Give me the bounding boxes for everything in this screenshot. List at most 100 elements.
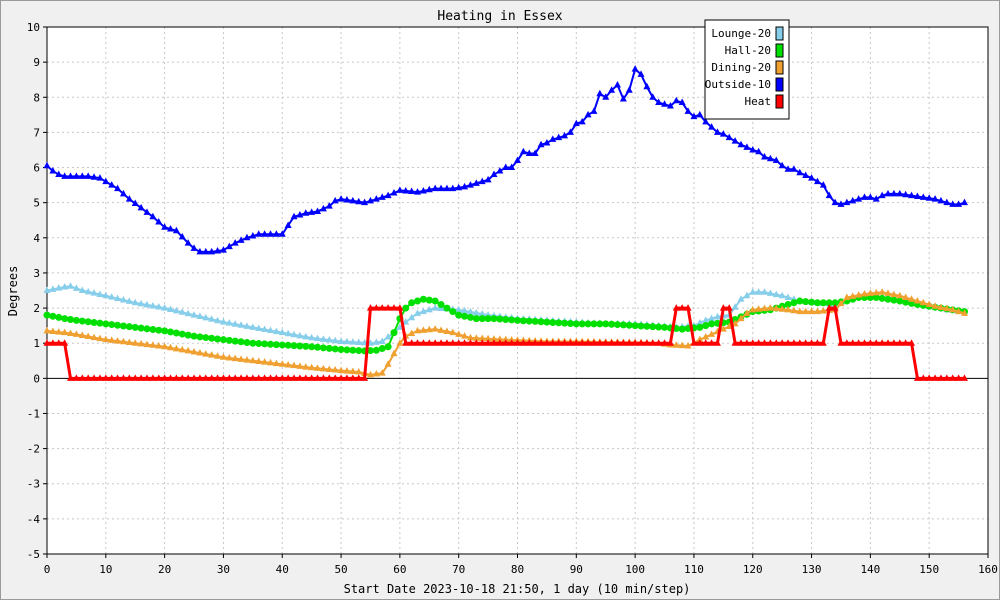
data-point <box>455 339 463 346</box>
data-point <box>466 333 474 341</box>
data-point <box>178 330 186 338</box>
data-point <box>613 339 621 346</box>
data-point <box>78 317 86 325</box>
data-point <box>243 356 251 363</box>
data-point <box>261 358 269 365</box>
data-point <box>913 297 921 304</box>
x-tick-label: 140 <box>860 563 880 576</box>
data-point <box>96 374 104 381</box>
data-point <box>860 290 868 297</box>
data-point <box>390 189 398 196</box>
data-point <box>719 325 727 332</box>
data-point <box>284 329 292 337</box>
data-point <box>431 304 439 311</box>
legend-box <box>704 19 790 120</box>
data-point <box>960 198 968 206</box>
data-point <box>519 339 527 346</box>
data-point <box>331 345 339 353</box>
legend-label: Dining-20 <box>711 61 771 74</box>
data-point <box>167 225 175 232</box>
data-point <box>243 233 251 241</box>
data-point <box>172 226 180 234</box>
data-point <box>825 191 833 199</box>
data-point <box>414 309 422 316</box>
data-point <box>149 374 157 381</box>
data-point <box>102 291 110 299</box>
data-point <box>161 374 169 381</box>
data-point <box>631 322 639 330</box>
data-point <box>631 339 639 346</box>
data-point <box>902 339 910 346</box>
data-point <box>678 341 686 349</box>
data-point <box>408 187 416 195</box>
data-point <box>161 342 169 350</box>
data-point <box>684 107 692 114</box>
data-point <box>355 374 363 381</box>
data-point <box>355 197 363 205</box>
data-point <box>143 374 151 381</box>
data-point <box>408 313 416 321</box>
data-point <box>825 304 833 311</box>
data-point <box>319 374 327 381</box>
data-point <box>960 309 968 316</box>
data-point <box>766 304 774 311</box>
data-point <box>496 315 504 323</box>
data-point <box>214 374 222 381</box>
data-point <box>261 325 269 332</box>
data-point <box>584 110 592 118</box>
data-point <box>955 307 963 315</box>
data-point <box>813 299 821 307</box>
data-point <box>484 334 492 342</box>
data-point <box>925 194 933 201</box>
data-point <box>231 374 239 381</box>
data-point <box>890 339 898 346</box>
legend-label: Heat <box>745 95 772 108</box>
data-point <box>590 339 598 346</box>
data-point <box>778 161 786 169</box>
data-point <box>419 326 427 333</box>
data-point <box>725 133 733 141</box>
legend-label: Hall-20 <box>725 44 771 57</box>
data-point <box>378 304 386 311</box>
data-point <box>472 315 480 323</box>
data-point <box>255 324 263 331</box>
data-point <box>266 374 274 381</box>
data-point <box>561 339 569 346</box>
data-point <box>349 346 357 354</box>
data-point <box>896 291 904 299</box>
data-point <box>549 135 557 142</box>
data-point <box>731 137 739 144</box>
data-point <box>225 353 233 361</box>
data-point <box>231 239 239 246</box>
data-point <box>584 320 592 328</box>
data-point <box>543 138 551 146</box>
x-axis-label: Start Date 2023-10-18 21:50, 1 day (10 m… <box>344 582 691 596</box>
data-point <box>749 288 757 295</box>
data-point <box>872 288 880 296</box>
data-point <box>749 339 757 346</box>
data-point <box>590 107 598 114</box>
data-point <box>314 334 322 342</box>
data-point <box>514 339 521 346</box>
data-point <box>149 301 157 309</box>
data-point <box>419 339 427 346</box>
data-point <box>608 320 616 328</box>
data-point <box>390 304 398 311</box>
data-point <box>137 339 145 347</box>
data-point <box>390 349 398 357</box>
data-point <box>602 93 610 100</box>
data-point <box>331 336 339 344</box>
data-point <box>649 93 657 100</box>
y-tick-label: -1 <box>27 407 40 420</box>
data-point <box>566 320 574 328</box>
data-point <box>402 339 410 346</box>
data-point <box>508 316 516 324</box>
data-point <box>190 311 198 318</box>
data-point <box>925 300 933 308</box>
data-point <box>125 297 133 304</box>
data-point <box>702 322 710 330</box>
data-point <box>67 374 75 381</box>
data-point <box>755 147 763 155</box>
data-point <box>72 316 80 324</box>
